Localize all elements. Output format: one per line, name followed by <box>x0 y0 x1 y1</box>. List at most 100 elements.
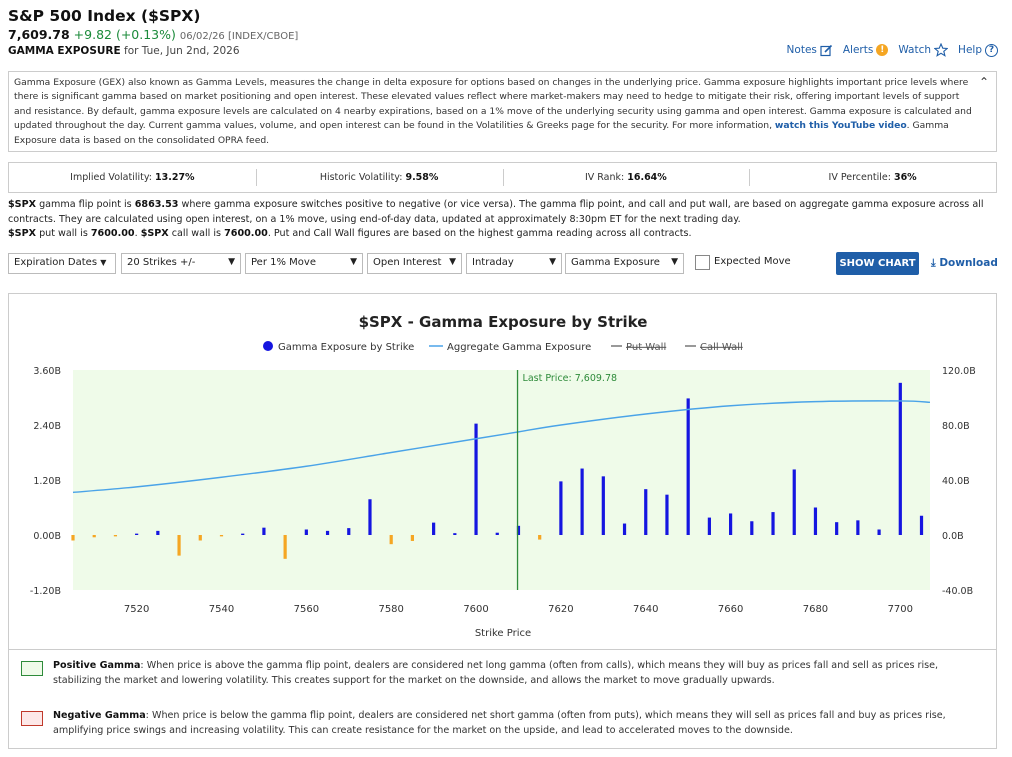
subtitle-date: for Tue, Jun 2nd, 2026 <box>124 45 240 57</box>
gamma-bar <box>474 423 478 535</box>
note-text: : When price is above the gamma flip poi… <box>53 660 939 686</box>
x-tick-label: 7520 <box>124 604 149 615</box>
watch-label: Watch <box>898 44 932 56</box>
gamma-bar <box>580 468 584 535</box>
x-tick-label: 7620 <box>548 604 573 615</box>
gamma-bar <box>728 513 733 535</box>
y-right-tick-label: 120.0B <box>942 366 976 377</box>
x-tick-label: 7580 <box>378 604 403 615</box>
stat-value: 16.64% <box>627 172 667 183</box>
note-text: : When price is below the gamma flip poi… <box>53 710 946 736</box>
gamma-bar <box>304 529 308 535</box>
note-label: Positive Gamma <box>53 660 141 671</box>
y-left-tick-label: -1.20B <box>30 586 61 597</box>
expected-move-label: Expected Move <box>714 256 791 267</box>
select-value: Gamma Exposure <box>571 257 660 268</box>
legend-label: Aggregate Gamma Exposure <box>447 342 591 353</box>
gamma-bar <box>856 520 860 535</box>
expiration-dates-dropdown[interactable]: Expiration Dates ▼ <box>8 253 116 274</box>
watch-link[interactable]: Watch <box>898 43 949 57</box>
x-tick-label: 7640 <box>633 604 658 615</box>
gamma-bar <box>241 533 245 535</box>
move-select[interactable]: Per 1% Move ▼ <box>245 253 363 274</box>
gamma-bar <box>347 528 351 535</box>
y-left-tick-label: 0.00B <box>33 531 61 542</box>
stat-label: IV Percentile: <box>828 172 891 183</box>
x-tick-label: 7540 <box>209 604 234 615</box>
gamma-bar <box>453 533 457 535</box>
dropdown-label: Expiration Dates <box>14 257 98 268</box>
help-link[interactable]: Help ? <box>958 43 998 57</box>
symbol: $SPX <box>140 228 169 239</box>
last-price: 7,609.78 <box>8 27 70 42</box>
negative-swatch <box>21 711 43 726</box>
gamma-bar <box>113 535 118 537</box>
description-box: Gamma Exposure (GEX) also known as Gamma… <box>8 71 997 152</box>
negative-gamma-note: Negative Gamma: When price is below the … <box>21 708 981 738</box>
price-meta: 06/02/26 [INDEX/CBOE] <box>179 31 299 42</box>
strikes-select[interactable]: 20 Strikes +/- ▼ <box>121 253 241 274</box>
select-value: Per 1% Move <box>251 257 316 268</box>
x-axis-title: Strike Price <box>475 628 531 639</box>
x-tick-label: 7700 <box>888 604 913 615</box>
gamma-bar <box>792 469 796 535</box>
stat-iv-rank: IV Rank: 16.64% <box>502 169 750 186</box>
price-line: 7,609.78 +9.82 (+0.13%) 06/02/26 [INDEX/… <box>8 27 298 42</box>
x-tick-label: 7600 <box>463 604 488 615</box>
flip-point-value: 6863.53 <box>134 199 179 210</box>
notes-link[interactable]: Notes <box>787 44 833 57</box>
chevron-up-icon[interactable]: ⌃ <box>978 75 989 89</box>
info-text: put wall is <box>36 228 91 239</box>
note-label: Negative Gamma <box>53 710 146 721</box>
gamma-bar <box>919 515 924 535</box>
info-text: call wall is <box>168 228 225 239</box>
description-text-end: . Gamma Exposure data is based on the co… <box>14 120 949 146</box>
chevron-down-icon: ▼ <box>449 257 456 267</box>
gamma-bar <box>432 522 436 535</box>
alert-icon: ! <box>876 44 889 56</box>
download-link[interactable]: ⤓ Download <box>931 257 998 270</box>
open-interest-select[interactable]: Open Interest ▼ <box>367 253 462 274</box>
gamma-bar <box>538 535 542 540</box>
call-wall-value: 7600.00 <box>224 228 268 239</box>
description-text: Gamma Exposure (GEX) also known as Gamma… <box>14 77 972 132</box>
stat-label: Implied Volatility: <box>70 172 152 183</box>
youtube-link[interactable]: watch this YouTube video <box>774 120 907 132</box>
info-text: . <box>134 228 141 239</box>
gamma-exposure-select[interactable]: Gamma Exposure ▼ <box>565 253 684 274</box>
alerts-label: Alerts <box>842 44 874 56</box>
expected-move-checkbox[interactable] <box>695 255 710 270</box>
help-label: Help <box>958 44 982 56</box>
gamma-bar <box>135 533 139 535</box>
gamma-bar <box>368 499 372 535</box>
show-chart-button[interactable]: SHOW CHART <box>836 252 919 275</box>
alerts-link[interactable]: Alerts ! <box>842 44 889 56</box>
help-icon: ? <box>985 43 998 57</box>
volatility-stats: Implied Volatility: 13.27% Historic Vola… <box>8 162 997 193</box>
gamma-bar <box>516 525 521 535</box>
info-text: where gamma exposure switches positive t… <box>8 199 984 225</box>
put-wall-value: 7600.00 <box>90 228 135 239</box>
gamma-bar <box>877 529 881 535</box>
gamma-bar <box>156 530 160 535</box>
gamma-notes: Positive Gamma: When price is above the … <box>8 650 997 749</box>
stat-historic-volatility: Historic Volatility: 9.58% <box>255 169 503 186</box>
x-tick-label: 7560 <box>294 604 319 615</box>
gamma-bar <box>686 398 690 535</box>
x-tick-label: 7660 <box>718 604 743 615</box>
stat-value: 13.27% <box>155 172 195 183</box>
intraday-select[interactable]: Intraday ▼ <box>466 253 562 274</box>
x-tick-label: 7680 <box>803 604 828 615</box>
gamma-bar <box>707 517 711 535</box>
y-right-tick-label: 0.0B <box>942 531 964 542</box>
gamma-bar <box>644 489 648 535</box>
download-label: Download <box>939 257 998 269</box>
gamma-bar <box>262 527 266 535</box>
download-icon: ⤓ <box>931 257 936 269</box>
select-value: 20 Strikes +/- <box>127 257 196 268</box>
gamma-bar <box>410 535 415 541</box>
chevron-down-icon: ▼ <box>671 257 678 267</box>
y-right-tick-label: 40.0B <box>942 476 970 487</box>
aggregate-gamma-line <box>72 400 931 494</box>
last-price-label: Last Price: 7,609.78 <box>523 373 618 384</box>
